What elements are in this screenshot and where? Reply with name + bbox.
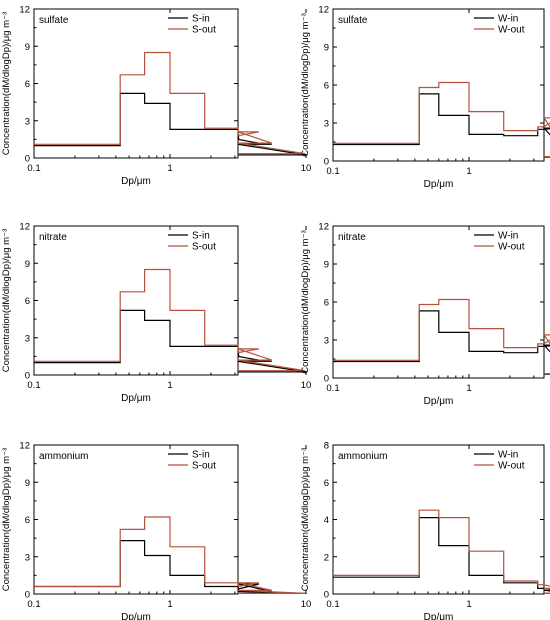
series-line-s-in [34,540,306,594]
y-tick-label: 0 [25,154,30,165]
series-line-s-out [34,516,306,594]
x-tick-label: 1 [466,383,471,394]
x-tick-label: 10 [301,380,312,391]
y-tick-label: 3 [25,333,30,344]
x-tick-label: 1 [466,166,471,177]
y-tick-label: 4 [324,515,329,526]
x-tick-label: 0.1 [326,383,339,394]
x-tick-label: 1 [167,163,172,174]
legend-label: W-in [498,14,518,25]
chart-panel-1: 0 3 6 9 12 0.1 1 10 Dp/μm Concentration(dM/dlogDp… [1,5,311,188]
series-line-s-in [34,92,306,156]
series-line-s-out [34,51,306,155]
y-tick-label: 12 [318,222,329,233]
y-tick-label: 0 [25,371,30,382]
series-line-w-in [333,310,550,375]
panel-annotation: nitrate [338,232,366,243]
legend-label: W-in [498,231,518,242]
series-line-w-in [333,93,550,158]
legend-label: S-out [192,25,216,36]
y-tick-label: 12 [19,5,30,16]
x-axis-label: Dp/μm [424,396,454,407]
y-axis-label: Concentration(dM/dlogDp)/μg m⁻³ [300,230,311,374]
y-tick-label: 3 [25,116,30,127]
legend-label: W-out [498,461,525,472]
chart-panel-2: 0 3 6 9 12 0.1 1 10 Dp/μm Concentration(dM/dlogDp… [300,5,550,190]
legend-label: S-in [192,231,210,242]
x-tick-label: 1 [167,380,172,391]
series-line-w-out [333,509,550,594]
panel-annotation: nitrate [39,232,67,243]
y-tick-label: 6 [324,298,329,309]
panel-annotation: ammonium [39,451,88,462]
x-tick-label: 0.1 [326,166,339,177]
y-tick-label: 6 [25,296,30,307]
chart-panel-6: 0 2 4 6 8 0.1 1 10 Dp/μm Concentration(dM/dlogDp)… [300,441,550,620]
y-tick-label: 6 [324,81,329,92]
x-tick-label: 0.1 [326,599,339,610]
legend-label: W-in [498,450,518,461]
legend-label: W-out [498,25,525,36]
y-axis-label: Concentration(dM/dlogDp)/μg m⁻³ [1,12,12,156]
chart-panel-5: 0 3 6 9 12 0.1 1 10 Dp/μm Concentration(dM/dlogDp… [1,441,311,620]
legend-label: S-out [192,461,216,472]
y-tick-label: 3 [324,119,329,130]
x-tick-label: 10 [301,599,312,610]
y-tick-label: 6 [25,515,30,526]
panel-annotation: ammonium [338,451,387,462]
y-tick-label: 9 [25,478,30,489]
series-line-s-in [34,309,306,373]
chart-panel-4: 0 3 6 9 12 0.1 1 10 Dp/μm Concentration(dM/dlogDp… [300,222,550,407]
y-tick-label: 0 [324,590,329,601]
x-tick-label: 10 [301,163,312,174]
y-axis-label: Concentration(dM/dlogDp)/μg m⁻³ [300,448,311,592]
y-axis-label: Concentration(dM/dlogDp)/μg m⁻³ [300,13,311,157]
x-axis-label: Dp/μm [121,393,151,404]
panel-annotation: sulfate [338,15,368,26]
x-axis-label: Dp/μm [121,612,151,620]
legend-label: W-out [498,242,525,253]
legend-label: S-in [192,14,210,25]
y-tick-label: 9 [25,259,30,270]
y-tick-label: 0 [324,374,329,385]
y-tick-label: 3 [324,336,329,347]
panel-annotation: sulfate [39,15,69,26]
legend-label: S-in [192,450,210,461]
y-tick-label: 2 [324,552,329,563]
y-tick-label: 8 [324,441,329,452]
legend-label: S-out [192,242,216,253]
y-tick-label: 9 [324,260,329,271]
x-tick-label: 0.1 [27,599,40,610]
chart-panel-3: 0 3 6 9 12 0.1 1 10 Dp/μm Concentration(dM/dlogDp… [1,222,311,405]
x-tick-label: 1 [466,599,471,610]
y-tick-label: 3 [25,552,30,563]
y-tick-label: 6 [324,478,329,489]
x-axis-label: Dp/μm [424,179,454,190]
series-line-s-out [34,268,306,372]
x-tick-label: 0.1 [27,380,40,391]
x-tick-label: 1 [167,599,172,610]
y-tick-label: 12 [19,222,30,233]
series-line-w-out [333,298,550,375]
series-line-w-in [333,517,550,594]
x-tick-label: 0.1 [27,163,40,174]
y-tick-label: 0 [25,590,30,601]
y-tick-label: 9 [25,42,30,53]
y-tick-label: 12 [19,441,30,452]
y-axis-label: Concentration(dM/dlogDp)/μg m⁻³ [1,448,12,592]
y-tick-label: 6 [25,79,30,90]
y-tick-label: 12 [318,5,329,16]
x-axis-label: Dp/μm [121,176,151,187]
x-axis-label: Dp/μm [424,612,454,620]
y-tick-label: 0 [324,157,329,168]
series-line-w-out [333,81,550,158]
y-axis-label: Concentration(dM/dlogDp)/μg m⁻³ [1,229,12,373]
y-tick-label: 9 [324,43,329,54]
